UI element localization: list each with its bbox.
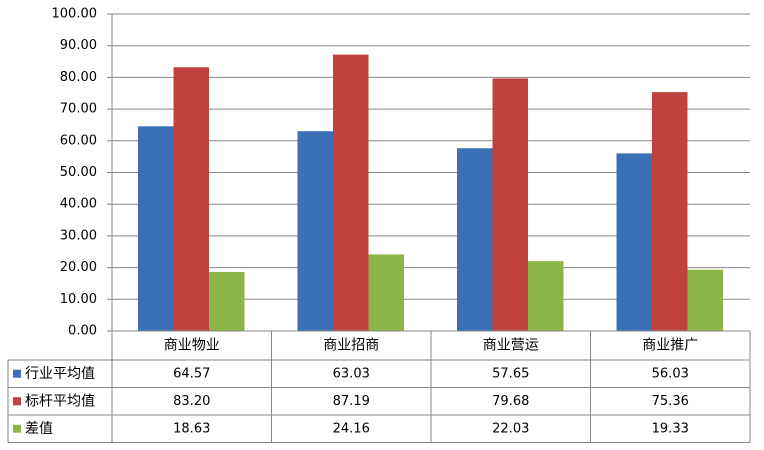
bar <box>528 261 564 331</box>
bar <box>652 92 688 332</box>
bar <box>687 269 723 331</box>
table-value: 57.65 <box>492 366 529 381</box>
legend-label: 行业平均值 <box>25 366 95 382</box>
y-tick-label: 80.00 <box>60 70 97 85</box>
x-tick-label: 商业推广 <box>642 338 698 354</box>
bar <box>138 126 174 331</box>
y-tick-label: 100.00 <box>52 7 98 22</box>
legend-key <box>13 397 21 406</box>
bar <box>333 54 369 332</box>
y-tick-label: 90.00 <box>60 38 97 53</box>
table-value: 24.16 <box>333 421 370 436</box>
bar <box>368 254 404 331</box>
x-tick-label: 商业招商 <box>323 338 379 354</box>
y-tick-label: 50.00 <box>60 165 97 180</box>
y-tick-label: 30.00 <box>60 228 97 243</box>
table-value: 83.20 <box>173 394 210 409</box>
table-value: 64.57 <box>173 366 210 381</box>
y-tick-label: 40.00 <box>60 197 97 212</box>
table-value: 19.33 <box>652 421 689 436</box>
y-tick-label: 10.00 <box>60 292 97 307</box>
bar <box>492 78 528 331</box>
table-value: 75.36 <box>652 394 689 409</box>
table-value: 63.03 <box>333 366 370 381</box>
y-tick-label: 70.00 <box>60 102 97 117</box>
bar <box>173 67 209 332</box>
y-tick-label: 60.00 <box>60 133 97 148</box>
table-value: 22.03 <box>492 421 529 436</box>
table-value: 18.63 <box>173 421 210 436</box>
bar <box>297 131 333 331</box>
bar <box>616 153 652 331</box>
legend-label: 标杆平均值 <box>25 393 95 409</box>
bar <box>457 148 493 331</box>
legend-key <box>13 369 21 378</box>
table-value: 79.68 <box>492 394 529 409</box>
legend-label: 差值 <box>25 421 53 437</box>
y-tick-label: 0.00 <box>68 324 97 339</box>
x-tick-label: 商业物业 <box>164 338 220 354</box>
x-tick-label: 商业营运 <box>483 338 539 354</box>
table-value: 56.03 <box>652 366 689 381</box>
bar <box>209 271 245 331</box>
table-value: 87.19 <box>333 394 370 409</box>
legend-key <box>13 424 21 433</box>
y-tick-label: 20.00 <box>60 260 97 275</box>
